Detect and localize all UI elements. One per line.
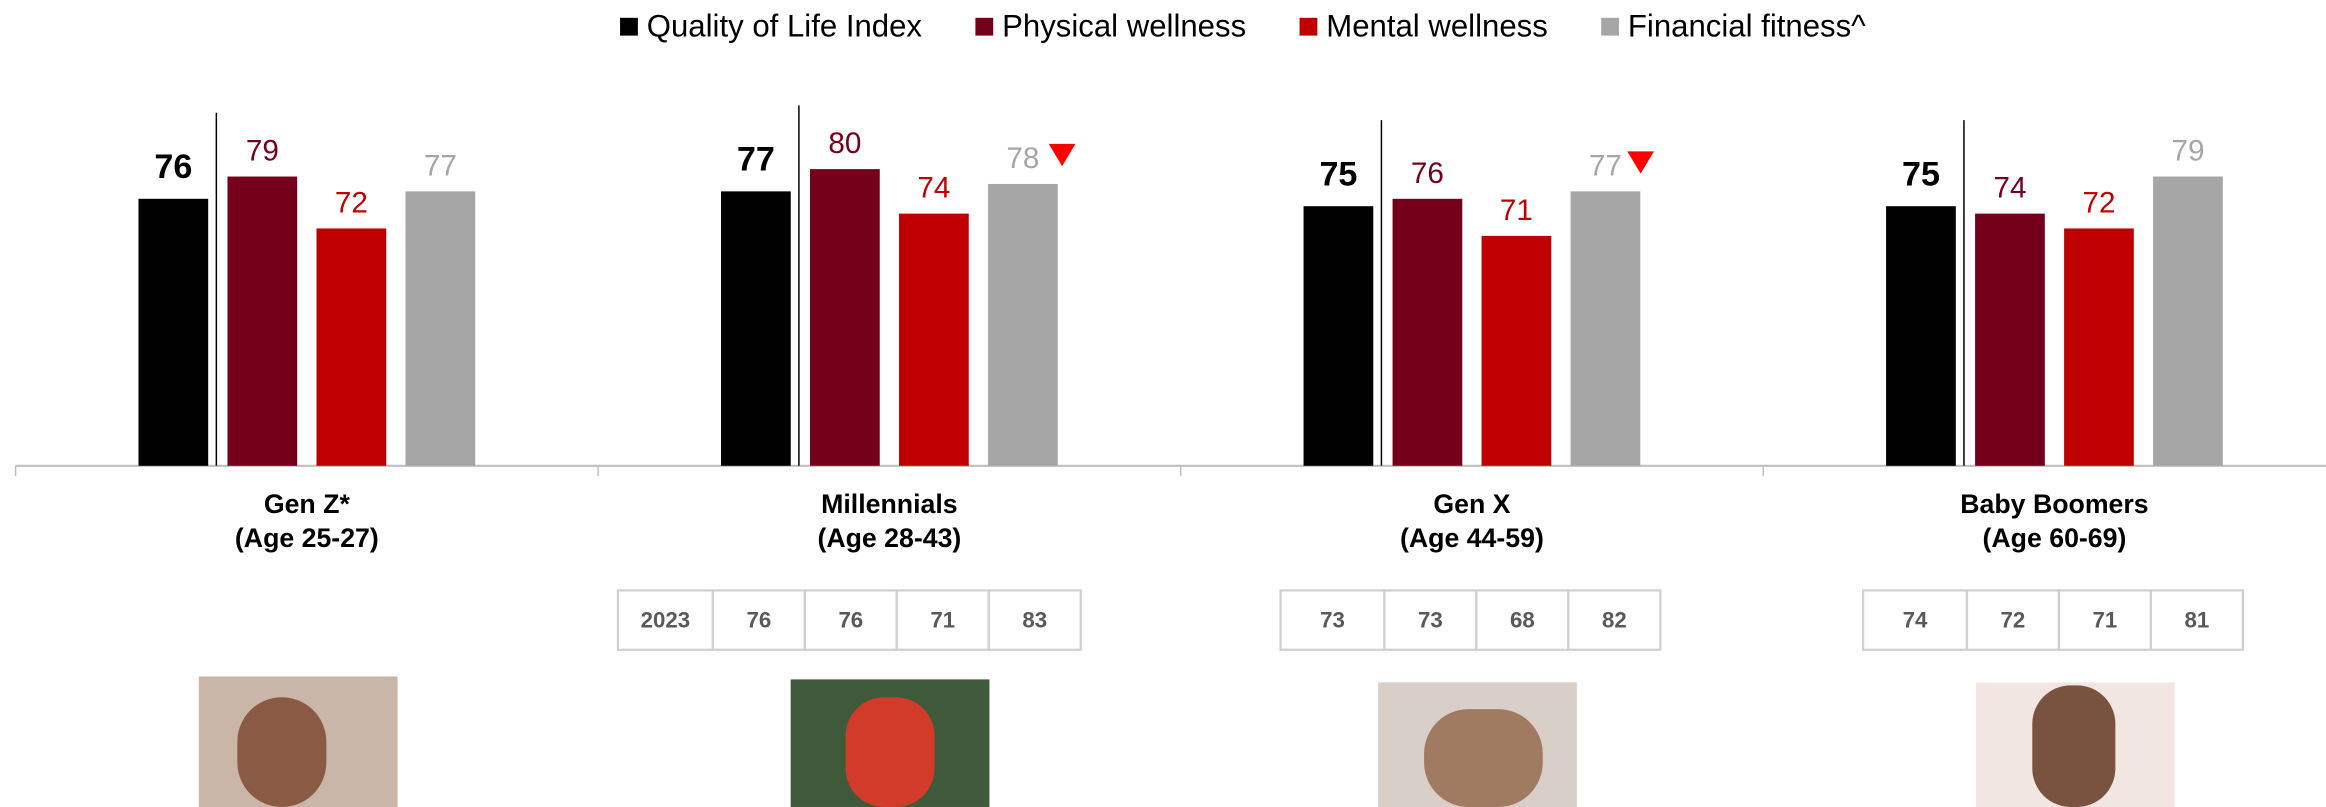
table-value: 74 [1903, 607, 1928, 632]
table-value: 73 [1418, 607, 1443, 632]
bar [1886, 206, 1956, 466]
bar [227, 177, 297, 466]
data-label: 75 [1902, 156, 1940, 194]
legend-swatch [620, 18, 638, 36]
data-label: 74 [917, 172, 950, 205]
category-label: Baby Boomers [1960, 489, 2148, 519]
decline-marker [1049, 144, 1076, 166]
bar [721, 191, 791, 465]
bar [988, 184, 1058, 466]
data-label: 78 [1006, 142, 1039, 175]
table-value: 2023 [641, 607, 691, 632]
bar [1304, 206, 1374, 466]
data-label: 71 [1500, 194, 1533, 227]
bar [899, 214, 969, 466]
data-label: 79 [2171, 135, 2204, 168]
data-label: 72 [2082, 187, 2115, 220]
data-label: 77 [737, 141, 775, 179]
category-label: Millennials [821, 489, 957, 519]
photos [199, 676, 2175, 807]
legend-label: Financial fitness^ [1628, 8, 1866, 43]
table-value: 68 [1510, 607, 1535, 632]
table-value: 83 [1022, 607, 1047, 632]
legend-label: Quality of Life Index [647, 8, 923, 43]
data-label: 76 [1411, 157, 1444, 190]
photo [237, 697, 326, 807]
category-sublabel: (Age 25-27) [235, 523, 379, 553]
table-value: 81 [2184, 607, 2209, 632]
bar [316, 228, 386, 465]
data-label: 80 [828, 127, 861, 160]
bar [1482, 236, 1552, 466]
data-label: 75 [1319, 156, 1357, 194]
legend-label: Physical wellness [1002, 8, 1246, 43]
bar [810, 169, 880, 466]
bar [138, 199, 208, 466]
data-label: 72 [335, 187, 368, 220]
photo [1424, 709, 1543, 807]
photo [2032, 685, 2115, 807]
legend-swatch [1601, 18, 1619, 36]
table-value: 82 [1602, 607, 1627, 632]
decline-marker [1627, 151, 1654, 173]
chart: Quality of Life Index Physical wellness Me… [0, 0, 2326, 807]
table-value: 73 [1320, 607, 1345, 632]
bar [1571, 191, 1641, 465]
bar [1393, 199, 1463, 466]
data-label: 77 [1589, 149, 1622, 182]
category-sublabel: (Age 44-59) [1400, 523, 1544, 553]
category-label: Gen Z* [264, 489, 351, 519]
data-label: 76 [154, 148, 192, 186]
legend-swatch [975, 18, 993, 36]
data-label: 77 [424, 149, 457, 182]
category-label: Gen X [1433, 489, 1510, 519]
category-sublabel: (Age 28-43) [817, 523, 961, 553]
category-sublabel: (Age 60-69) [1983, 523, 2127, 553]
bar [1975, 214, 2045, 466]
photo [846, 697, 935, 807]
table-value: 71 [2093, 607, 2118, 632]
table-value: 76 [746, 607, 771, 632]
table-value: 72 [2001, 607, 2026, 632]
data-label: 74 [1993, 172, 2026, 205]
table-value: 76 [838, 607, 863, 632]
legend-swatch [1300, 18, 1318, 36]
bar [2153, 177, 2223, 466]
data-label: 79 [246, 135, 279, 168]
legend-label: Mental wellness [1326, 8, 1548, 43]
bar [405, 191, 475, 465]
bar [2064, 228, 2134, 465]
table-value: 71 [930, 607, 955, 632]
